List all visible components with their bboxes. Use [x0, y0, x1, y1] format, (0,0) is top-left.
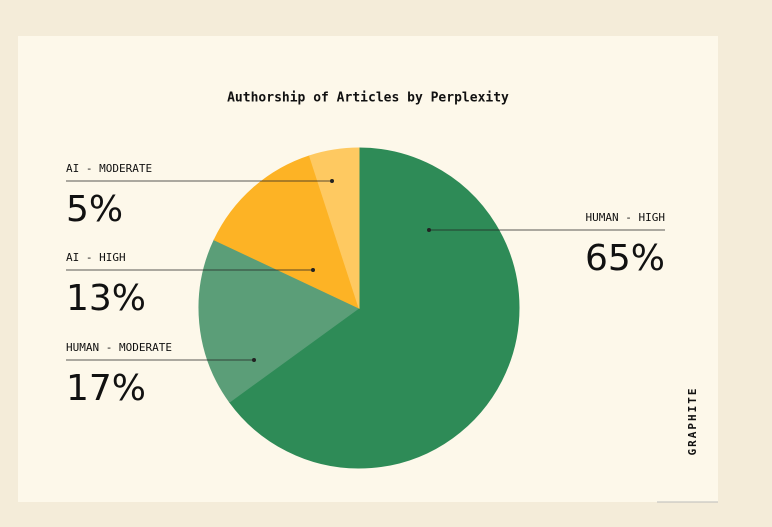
pie-slice [213, 155, 360, 309]
leader-dot [252, 358, 256, 362]
pie-slice [228, 147, 520, 469]
value-label: 65% [585, 238, 665, 279]
pie-slice [198, 239, 360, 403]
brand: GRAPHITE [686, 387, 699, 456]
value-label: 5% [66, 189, 123, 230]
slice-label: AI - MODERATE [66, 162, 152, 175]
leader-dot [330, 179, 334, 183]
slice-label: HUMAN - MODERATE [66, 341, 172, 354]
slice-label: AI - HIGH [66, 251, 126, 264]
chart-title: Authorship of Articles by Perplexity [227, 91, 509, 106]
value-label: 17% [66, 368, 146, 409]
slice-label: HUMAN - HIGH [586, 211, 665, 224]
leader-dot [427, 228, 431, 232]
value-label: 13% [66, 278, 146, 319]
leader-dot [311, 268, 315, 272]
pie-slice [308, 147, 360, 309]
